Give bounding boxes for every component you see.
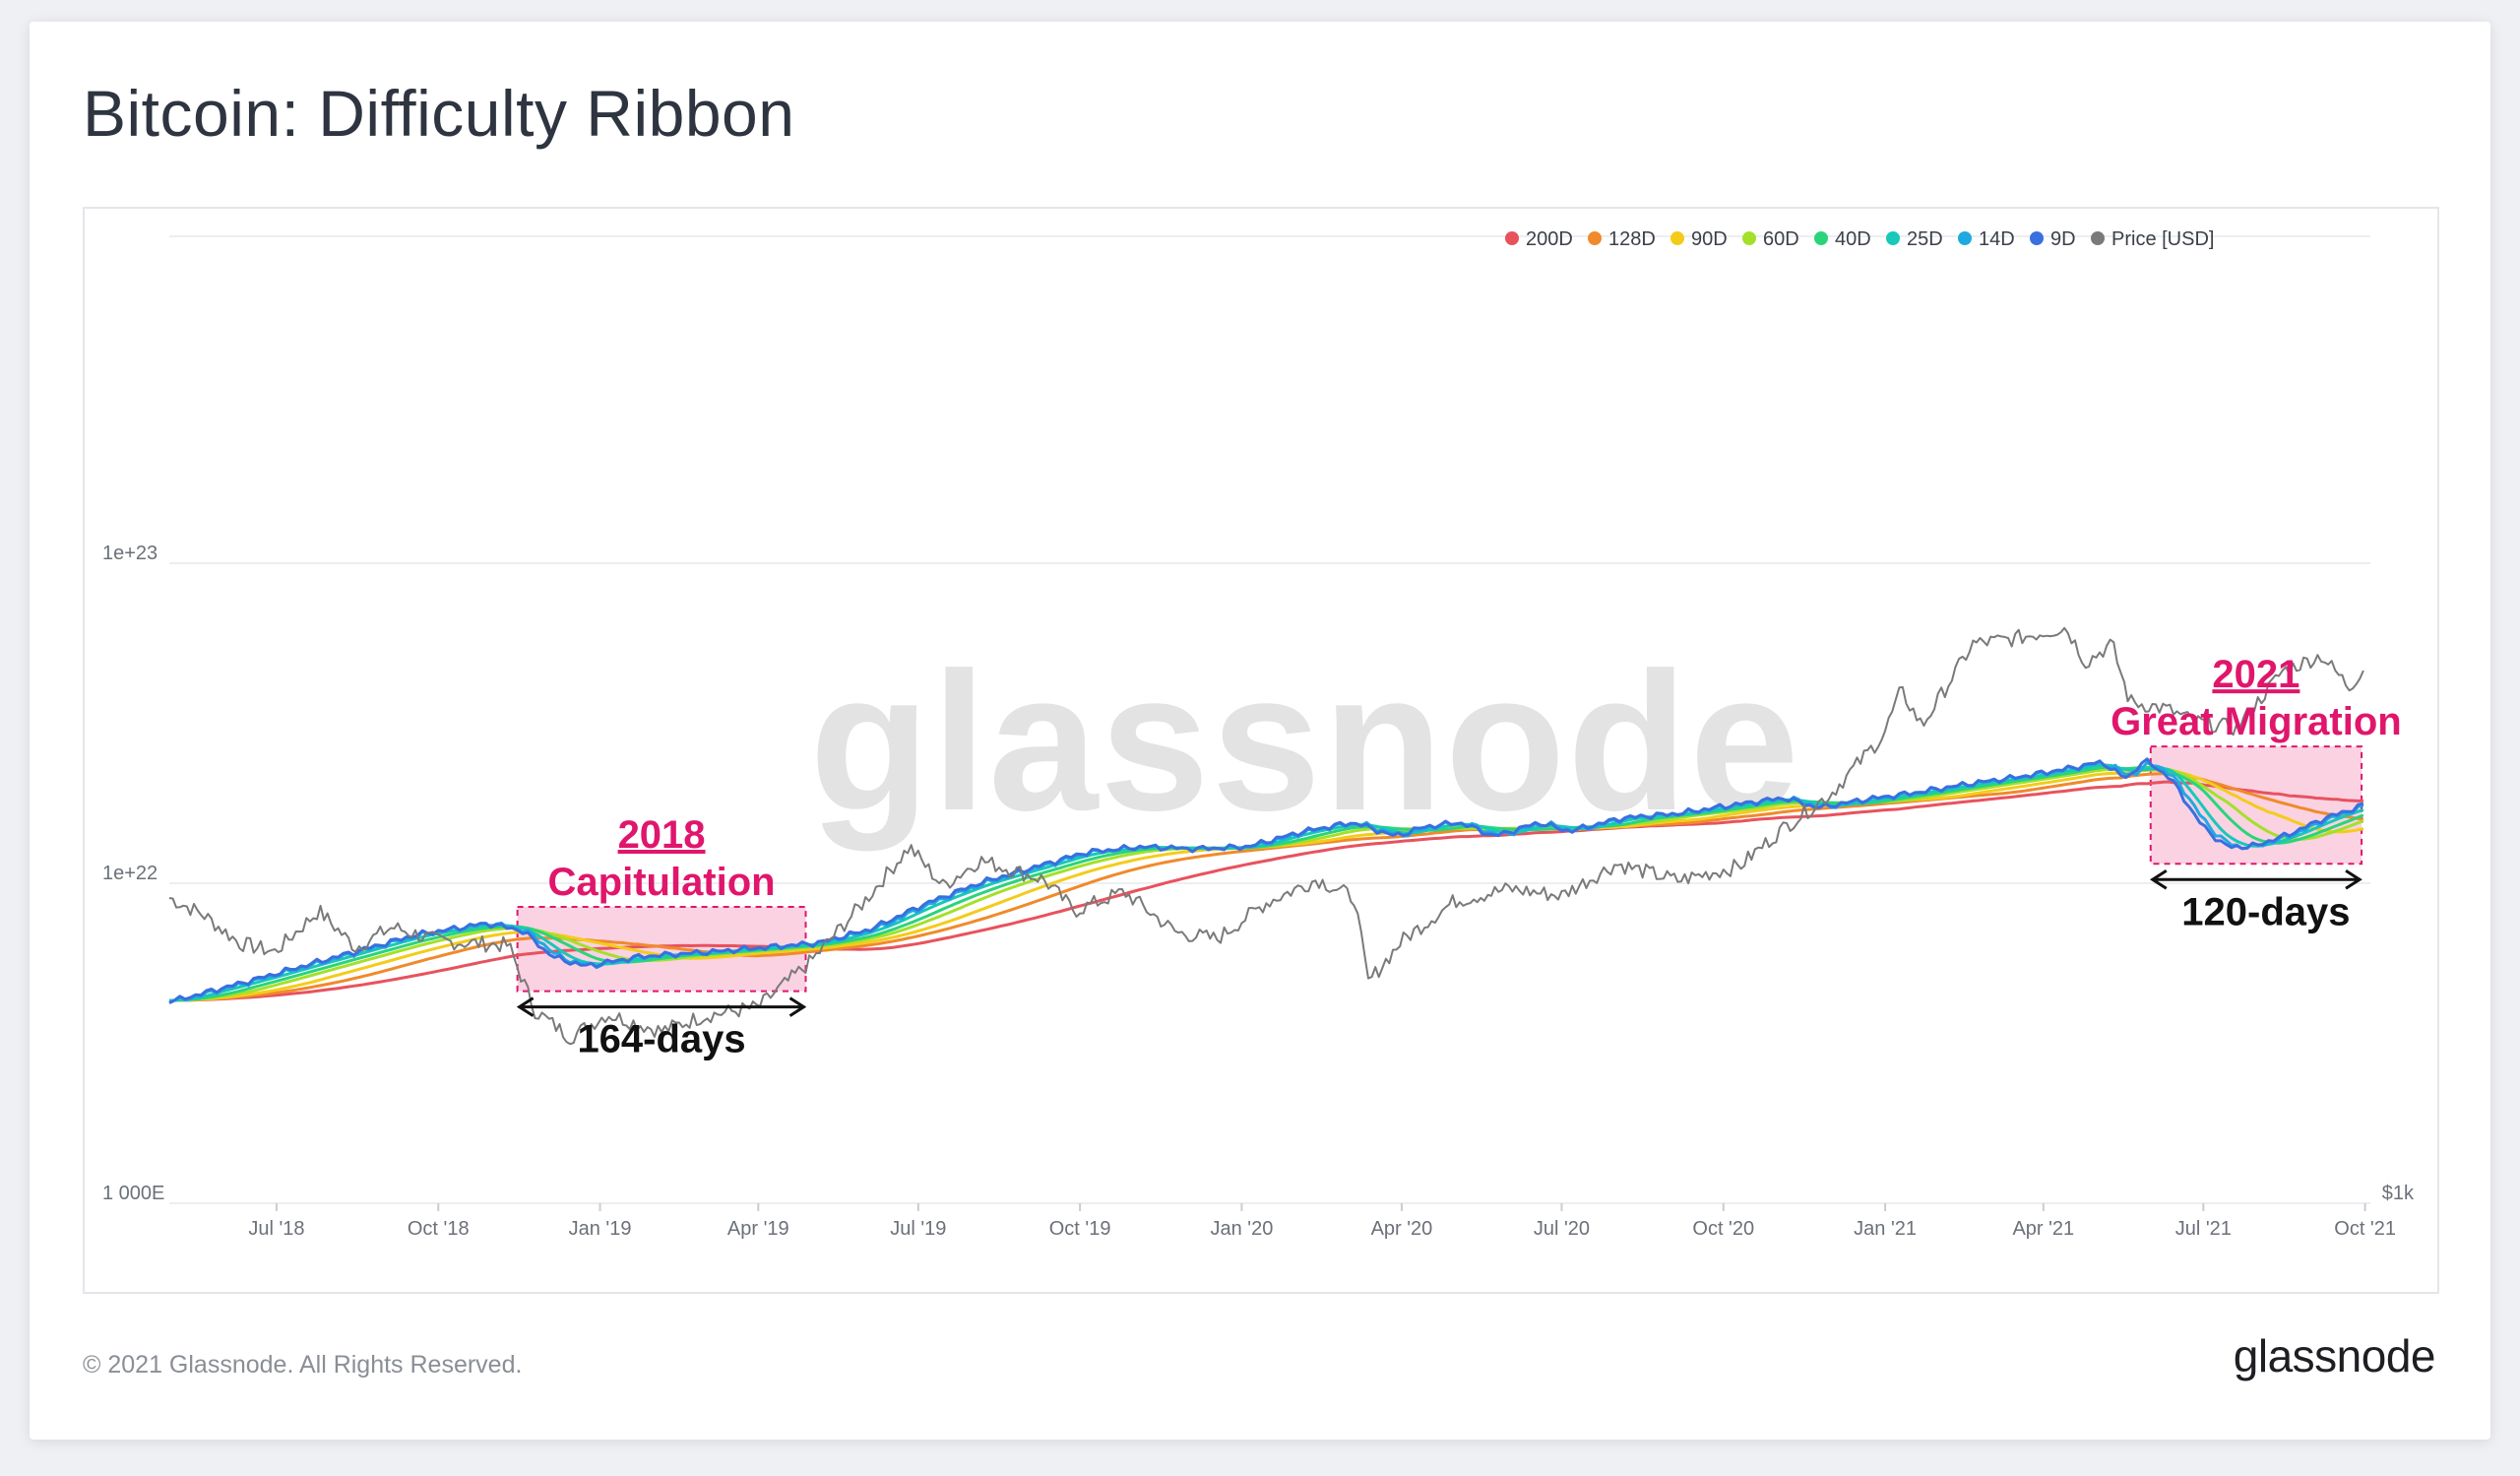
chart-frame: 1e+23 1e+22 1 000E $1k Jul '18 Oct '18 Jan '19… [83,207,2439,1294]
legend-label: 14D [1979,228,2015,250]
arrow-head-left [2149,869,2168,890]
watermark: glassnode [809,632,1800,852]
x-tick-label: Apr '20 [1371,1218,1433,1240]
chart-card: Bitcoin: Difficulty Ribbon 1e+23 1e+22 1 0… [30,22,2490,1440]
x-tick-label: Jan '21 [1854,1218,1917,1240]
series-line-price [168,626,2364,1046]
legend-marker [1670,231,1684,245]
y-right-tick-label: $1k [2382,1183,2415,1204]
legend-marker [1886,231,1900,245]
page-title: Bitcoin: Difficulty Ribbon [83,77,795,150]
x-tick-label: Oct '21 [2334,1218,2396,1240]
y-tick-label: 1e+23 [102,543,158,564]
legend-marker [1958,231,1972,245]
legend-label: 9D [2050,228,2076,250]
legend-label: 25D [1907,228,1943,250]
y-tick-label: 1 000E [102,1183,164,1204]
legend-marker [1505,231,1519,245]
legend-marker [1588,231,1602,245]
x-tick-label: Oct '18 [408,1218,470,1240]
x-tick-label: Oct '19 [1049,1218,1111,1240]
x-tick-label: Jan '20 [1210,1218,1273,1240]
annotation-title: Great Migration [2110,700,2402,743]
x-tick-label: Jul '18 [248,1218,304,1240]
annotation-title: Capitulation [548,861,776,904]
duration-label: 120-days [2181,890,2350,933]
legend-marker [2091,231,2105,245]
legend-label: 90D [1691,228,1728,250]
x-tick-label: Jul '19 [890,1218,946,1240]
x-tick-label: Apr '21 [2012,1218,2074,1240]
arrow-head-right [788,996,807,1017]
legend-label: 40D [1835,228,1871,250]
x-tick-label: Jul '21 [2175,1218,2232,1240]
legend-marker [1814,231,1828,245]
annotation-year: 2018 [618,813,706,857]
glassnode-logo[interactable]: glassnode [2233,1330,2436,1381]
x-tick-label: Jul '20 [1534,1218,1590,1240]
x-tick-label: Apr '19 [727,1218,789,1240]
legend-label: 60D [1763,228,1799,250]
legend: 200D 128D 90D 60D 40D 25D 14D 9D Price [USD] [1505,228,2214,250]
duration-label: 164-days [577,1018,745,1061]
legend-label: Price [USD] [2111,228,2214,250]
legend-label: 200D [1526,228,1573,250]
x-tick-label: Jan '19 [569,1218,632,1240]
difficulty-ribbon-chart: 1e+23 1e+22 1 000E $1k Jul '18 Oct '18 Jan '19… [102,228,2415,1240]
series-line-200d [168,780,2363,1002]
copyright-text: © 2021 Glassnode. All Rights Reserved. [83,1351,523,1379]
arrow-head-left [516,996,535,1017]
arrow-head-right [2345,869,2362,890]
legend-label: 128D [1608,228,1656,250]
legend-marker [1742,231,1756,245]
y-tick-label: 1e+22 [102,863,158,884]
legend-marker [2030,231,2044,245]
series-line-9d [168,757,2364,1004]
x-tick-label: Oct '20 [1692,1218,1754,1240]
annotation-year: 2021 [2212,653,2300,696]
